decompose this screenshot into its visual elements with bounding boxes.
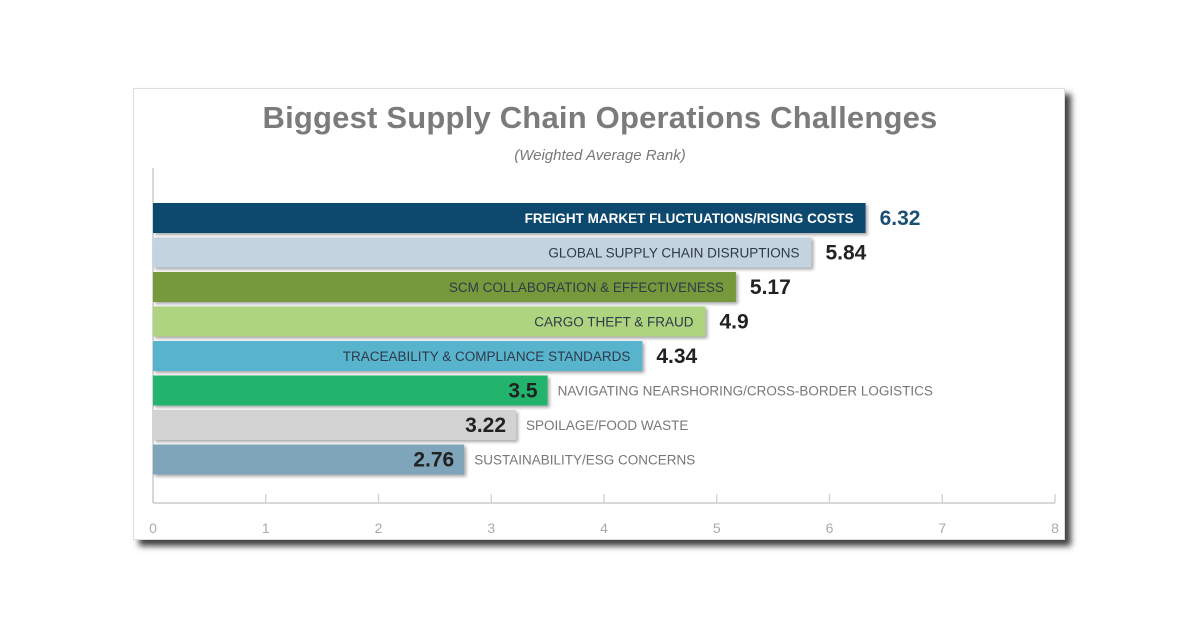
value-label: 3.5: [508, 380, 538, 403]
value-label: 6.32: [880, 207, 921, 230]
bar: [153, 306, 706, 337]
value-label: 5.84: [825, 242, 866, 265]
bar: [153, 272, 736, 302]
bar: [153, 237, 812, 268]
chart-title: Biggest Supply Chain Operations Challeng…: [262, 100, 938, 135]
chart-subtitle: (Weighted Average Rank): [514, 147, 686, 164]
category-label: SUSTAINABILITY/ESG CONCERNS: [474, 453, 695, 468]
x-tick-label: 4: [600, 520, 608, 536]
bar: [153, 341, 643, 371]
value-label: 3.22: [465, 414, 506, 437]
category-label: GLOBAL SUPPLY CHAIN DISRUPTIONS: [548, 246, 799, 261]
value-label: 4.9: [719, 311, 748, 334]
category-label: TRACEABILITY & COMPLIANCE STANDARDS: [343, 349, 631, 364]
category-label: SPOILAGE/FOOD WASTE: [526, 418, 688, 433]
value-label: 2.76: [413, 449, 454, 472]
x-tick-label: 2: [375, 520, 383, 536]
bar: [153, 444, 465, 475]
x-tick-label: 0: [149, 520, 157, 536]
category-label: CARGO THEFT & FRAUD: [534, 315, 694, 330]
category-label: FREIGHT MARKET FLUCTUATIONS/RISING COSTS: [525, 211, 854, 226]
x-tick-label: 5: [713, 520, 721, 536]
x-tick-label: 7: [938, 520, 946, 536]
value-label: 5.17: [750, 276, 791, 299]
bar: [153, 203, 866, 233]
bar: [153, 375, 548, 406]
x-tick-label: 1: [262, 520, 270, 536]
bar: [153, 410, 517, 440]
category-label: NAVIGATING NEARSHORING/CROSS-BORDER LOGI…: [558, 384, 933, 399]
x-tick-label: 3: [487, 520, 495, 536]
x-tick-label: 8: [1051, 520, 1059, 536]
x-tick-label: 6: [826, 520, 834, 536]
value-label: 4.34: [656, 345, 697, 368]
category-label: SCM COLLABORATION & EFFECTIVENESS: [449, 280, 724, 295]
